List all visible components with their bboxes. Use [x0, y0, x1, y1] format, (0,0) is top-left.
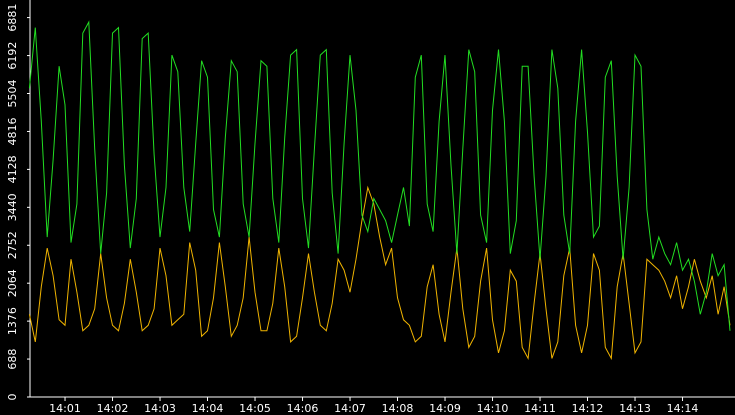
x-tick-label: 14:11	[524, 402, 556, 415]
y-tick-label: 4816	[6, 117, 19, 145]
y-tick-label: 2064	[6, 269, 19, 297]
x-tick-label: 14:04	[192, 402, 224, 415]
x-tick-label: 14:06	[287, 402, 319, 415]
y-tick-label: 4128	[6, 155, 19, 183]
y-tick-label: 0	[6, 394, 19, 401]
x-tick-label: 14:02	[97, 402, 129, 415]
x-tick-label: 14:01	[49, 402, 81, 415]
y-tick-label: 6881	[6, 4, 19, 32]
x-tick-label: 14:14	[667, 402, 699, 415]
y-tick-label: 1376	[6, 307, 19, 335]
x-tick-label: 14:13	[619, 402, 651, 415]
x-tick-label: 14:12	[572, 402, 604, 415]
series-line	[28, 20, 731, 331]
x-tick-label: 14:05	[239, 402, 271, 415]
y-tick-label: 2752	[6, 231, 19, 259]
x-tick-label: 14:10	[477, 402, 509, 415]
x-tick-label: 14:07	[334, 402, 366, 415]
y-tick-label: 6192	[6, 42, 19, 70]
series-line	[28, 185, 731, 361]
x-tick-label: 14:09	[429, 402, 461, 415]
y-tick-label: 5504	[6, 80, 19, 108]
x-tick-label: 14:03	[144, 402, 176, 415]
x-tick-label: 14:08	[382, 402, 414, 415]
y-tick-label: 688	[6, 349, 19, 370]
y-tick-label: 3440	[6, 193, 19, 221]
